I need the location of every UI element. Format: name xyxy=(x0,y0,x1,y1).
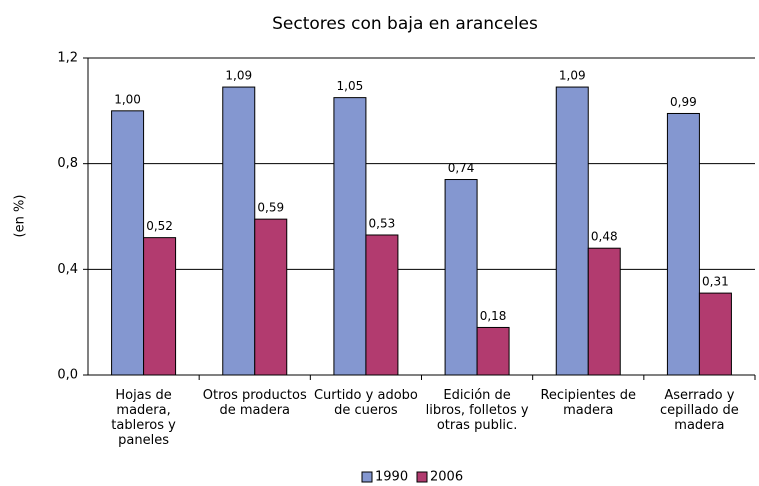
data-label: 1,09 xyxy=(225,69,252,83)
data-label: 1,00 xyxy=(114,92,141,106)
bar xyxy=(111,110,145,376)
y-tick-label: 0,8 xyxy=(57,156,78,171)
data-label: 0,59 xyxy=(257,201,284,215)
data-label: 0,18 xyxy=(480,309,507,323)
data-label: 1,09 xyxy=(559,69,586,83)
y-tick-label: 0,4 xyxy=(57,262,78,277)
x-tick-label: Otros productos de madera xyxy=(202,388,307,418)
chart-title: Sectores con baja en aranceles xyxy=(272,14,538,34)
bar xyxy=(143,237,177,376)
x-tick-label: Curtido y adobo de cueros xyxy=(313,388,418,418)
data-label: 0,31 xyxy=(702,275,729,289)
x-tick-label: Hojas de madera, tableros y paneles xyxy=(111,388,176,448)
data-label: 0,52 xyxy=(146,219,173,233)
data-label: 0,53 xyxy=(369,216,396,230)
x-tick-label: Edición de libros, folletos y otras publ… xyxy=(425,388,529,433)
legend-label: 1990 xyxy=(375,470,408,485)
data-label: 0,48 xyxy=(591,230,618,244)
bar xyxy=(587,247,621,376)
bar xyxy=(555,86,589,376)
data-label: 0,99 xyxy=(670,95,697,109)
legend-swatch xyxy=(361,471,373,483)
y-tick-label: 1,2 xyxy=(57,51,78,66)
bar xyxy=(254,218,288,376)
legend-swatch xyxy=(416,471,428,483)
legend-label: 2006 xyxy=(430,470,463,485)
x-tick-label: Aserrado y cepillado de madera xyxy=(660,388,739,433)
x-tick-label: Recipientes de madera xyxy=(540,388,637,418)
y-tick-label: 0,0 xyxy=(57,368,78,383)
bar xyxy=(666,112,700,376)
data-label: 0,74 xyxy=(448,161,475,175)
bar xyxy=(333,97,367,376)
bar xyxy=(222,86,256,376)
bar xyxy=(698,292,732,376)
y-axis-label: (en %) xyxy=(13,195,28,238)
data-label: 1,05 xyxy=(337,79,364,93)
bar xyxy=(365,234,399,376)
bar xyxy=(476,326,510,376)
bar xyxy=(444,179,478,376)
